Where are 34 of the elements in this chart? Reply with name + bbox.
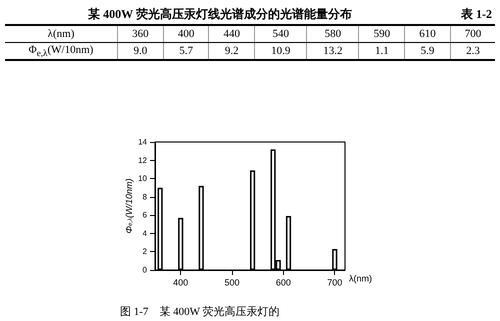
y-tick-label: 4	[142, 228, 148, 238]
category-label: 400	[163, 25, 209, 42]
y-tick-label: 8	[142, 192, 148, 202]
y-tick-label: 10	[138, 174, 148, 184]
x-tick-label: 600	[276, 278, 291, 288]
category-label: 590	[358, 25, 405, 42]
y-tick-label: 2	[142, 247, 148, 256]
y-tick-label: 14	[138, 138, 148, 146]
text: 5.7	[179, 44, 193, 57]
text: 2.3	[466, 44, 480, 57]
category-label: 440	[208, 25, 255, 42]
text: 9.2	[224, 44, 239, 57]
text: 9.0	[133, 44, 148, 57]
category-label: 700	[450, 25, 495, 42]
category-label: 610	[404, 25, 450, 42]
text: 表 1-2	[461, 6, 492, 23]
category-label: 580	[306, 25, 359, 42]
caption: 图 1-7 某 400W 荧光高压汞灯的	[120, 304, 280, 319]
category-label: 540	[254, 25, 307, 42]
x-axis-title: λ(nm)	[349, 274, 372, 284]
text: 某 400W 荧光高压汞灯线光谱成分的光谱能量分布	[87, 6, 353, 23]
y-tick-label: 0	[142, 266, 148, 274]
x-tick-label: 500	[224, 278, 240, 288]
x-tick-label: 400	[173, 278, 188, 288]
text: 13.2	[323, 44, 343, 57]
x-tick-label: 700	[327, 278, 342, 288]
text: 10.9	[271, 44, 290, 57]
text: λ(nm)	[5, 25, 118, 42]
y-tick-label: 12	[138, 156, 148, 165]
category-label: 360	[118, 25, 164, 42]
text: Φ$_{e,λ}$(W/10nm)	[5, 42, 118, 60]
y-tick-label: 6	[142, 210, 148, 220]
text: 5.9	[420, 44, 434, 57]
text: 1.1	[374, 44, 389, 57]
